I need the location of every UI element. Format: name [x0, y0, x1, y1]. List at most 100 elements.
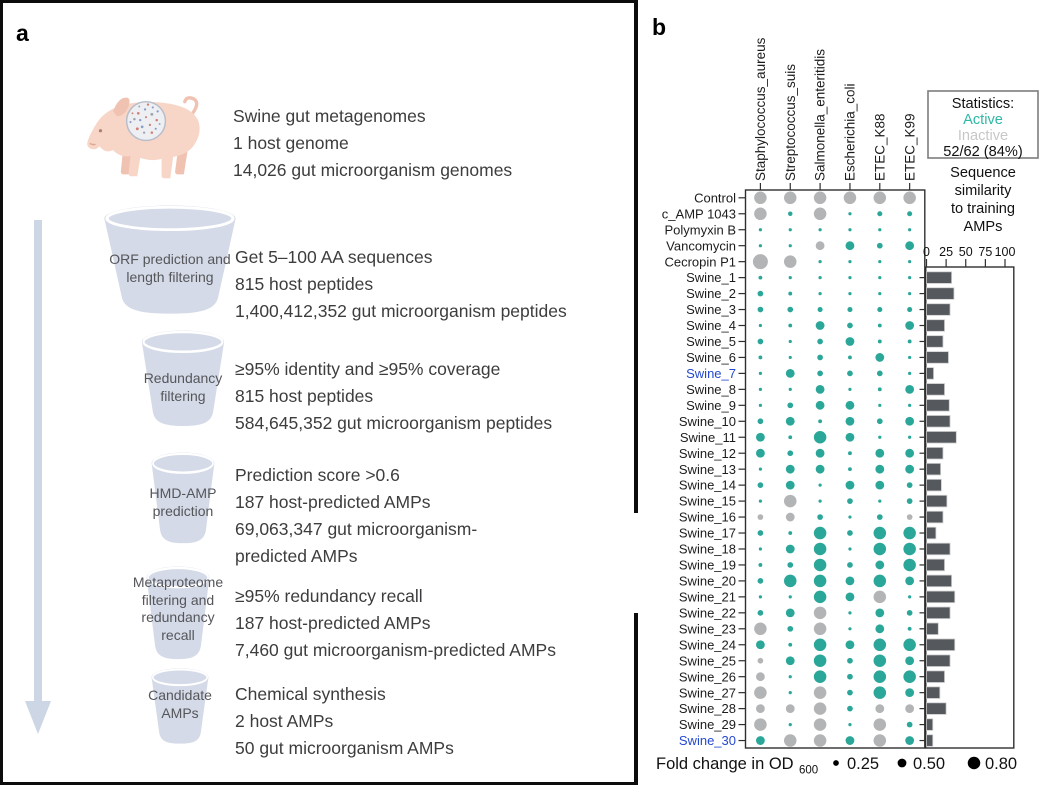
panel-divider-upper [634, 0, 638, 513]
matrix-dot [785, 656, 795, 666]
row-label: c_AMP 1043 [662, 206, 736, 221]
matrix-dot [905, 736, 915, 745]
row-label: Swine_6 [686, 350, 736, 365]
row-label: Swine_9 [686, 398, 736, 413]
matrix-panel [744, 189, 926, 749]
matrix-dot [813, 606, 827, 620]
matrix-dot [788, 323, 793, 328]
matrix-dot [758, 275, 763, 280]
text-line: prediction [152, 503, 214, 519]
matrix-dot [845, 241, 855, 251]
matrix-dot [845, 576, 855, 586]
matrix-dot [875, 624, 885, 634]
text-line: ≥95% redundancy recall [235, 586, 423, 606]
row-label: Swine_5 [686, 334, 736, 349]
text-line: recall [161, 626, 195, 643]
row-label: Swine_15 [679, 494, 736, 509]
matrix-dot [818, 228, 822, 232]
matrix-dot [848, 467, 852, 472]
matrix-dot [788, 595, 792, 599]
similarity-bar [926, 462, 942, 476]
text-line: filtering and [141, 591, 215, 608]
matrix-dot [875, 448, 885, 458]
matrix-dot [907, 211, 913, 217]
matrix-dot [908, 228, 912, 232]
text-line: AMPs [161, 705, 199, 721]
text-line: Candidate [148, 687, 212, 703]
row-label: Swine_16 [679, 510, 736, 525]
matrix-dot [813, 558, 827, 572]
matrix-dot [907, 339, 912, 344]
row-label: Vancomycin [666, 238, 736, 253]
row-label: Swine_27 [679, 685, 736, 700]
text-line: Metaproteome [132, 574, 224, 590]
matrix-dot [906, 609, 913, 616]
funnel-label-metaproteome: Metaproteome filtering and redundancy recal… [108, 574, 248, 644]
stage-desc-orf: Get 5–100 AA sequences 815 host peptides 1… [235, 244, 567, 325]
matrix-dot [815, 448, 825, 458]
similarity-bar [926, 367, 934, 380]
pig-illustration [87, 96, 200, 179]
similarity-bar [926, 590, 956, 604]
row-label: Swine_25 [679, 653, 736, 668]
matrix-dot [815, 384, 825, 394]
stats-title: Statistics: [952, 96, 1014, 112]
matrix-dot [903, 526, 916, 540]
matrix-dot [848, 722, 852, 727]
text-line: 7,460 gut microorganism-predicted AMPs [235, 640, 556, 660]
matrix-dot [758, 563, 763, 567]
matrix-dot [788, 675, 792, 679]
matrix-dot [877, 339, 882, 344]
matrix-dot [847, 657, 853, 664]
matrix-dot [875, 464, 885, 474]
bar-axis-tick-label: 25 [939, 245, 953, 259]
similarity-bar [926, 303, 951, 316]
matrix-dot [845, 337, 855, 346]
matrix-dot [848, 355, 852, 360]
matrix-dot [788, 387, 792, 391]
matrix-dot [757, 338, 764, 345]
similarity-bar [926, 351, 949, 364]
matrix-dot [758, 467, 763, 471]
matrix-dot [873, 191, 887, 205]
size-legend-value: 0.50 [913, 755, 945, 773]
matrix-dot [756, 432, 765, 442]
similarity-bar [926, 542, 951, 556]
row-label: Swine_11 [680, 430, 736, 445]
text-line: Prediction score >0.6 [235, 465, 400, 485]
row-label: Swine_22 [679, 605, 736, 620]
matrix-dot [758, 228, 763, 232]
similarity-bar [926, 287, 955, 300]
matrix-dot [758, 499, 763, 503]
text-line: 1,400,412,352 gut microorganism peptides [235, 301, 567, 321]
matrix-dot [848, 260, 852, 264]
row-label: Swine_1 [686, 270, 736, 285]
matrix-dot [813, 622, 827, 636]
matrix-dot [847, 370, 853, 377]
matrix-dot [785, 544, 795, 554]
row-label: Swine_23 [679, 621, 736, 636]
funnel-hmd-amp [151, 452, 215, 546]
matrix-dot [907, 307, 913, 313]
row-label: Swine_26 [679, 669, 736, 684]
matrix-dot [848, 627, 852, 631]
similarity-bar [926, 447, 944, 460]
matrix-dot [787, 402, 794, 409]
matrix-dot [908, 403, 912, 407]
row-label: Cecropin P1 [664, 254, 736, 269]
similarity-bar [926, 319, 945, 332]
text-line: length filtering [126, 269, 214, 285]
intro-text: Swine gut metagenomes 1 host genome 14,026… [233, 103, 512, 184]
matrix-dot [783, 734, 797, 747]
row-label: Swine_7 [686, 366, 736, 381]
similarity-bar [926, 271, 953, 284]
matrix-dot [783, 494, 797, 508]
matrix-dot [817, 370, 823, 377]
matrix-dot [878, 499, 882, 503]
matrix-dot [788, 435, 793, 440]
text-line: ORF prediction and [109, 251, 231, 267]
similarity-bar [926, 399, 950, 412]
similarity-bar [926, 383, 945, 396]
matrix-dot [783, 255, 797, 268]
text-line: 14,026 gut microorganism genomes [233, 160, 513, 180]
